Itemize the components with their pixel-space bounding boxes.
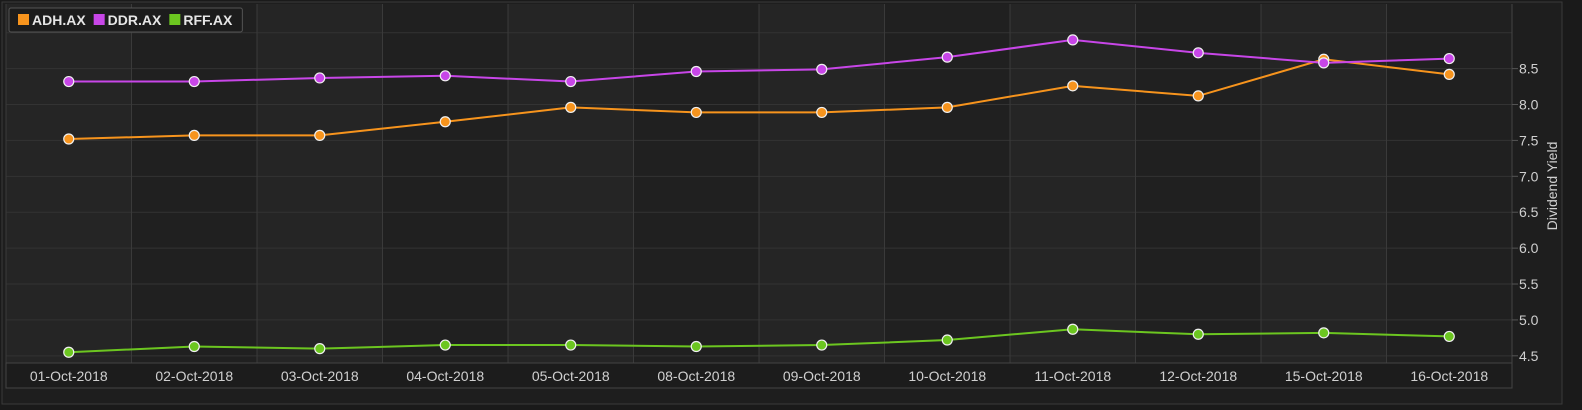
data-point[interactable] xyxy=(690,65,702,78)
data-point[interactable] xyxy=(565,101,577,113)
series-line xyxy=(68,58,1450,140)
x-tick-label: 11-Oct-2018 xyxy=(1034,368,1111,384)
data-point[interactable] xyxy=(314,343,326,355)
y-tick-label: 5.0 xyxy=(1519,312,1539,328)
data-point[interactable] xyxy=(690,340,702,353)
column-band xyxy=(508,4,634,363)
x-tick-label: 02-Oct-2018 xyxy=(155,368,233,384)
column-band xyxy=(884,4,1010,363)
data-point[interactable] xyxy=(63,133,75,145)
data-point[interactable] xyxy=(1067,323,1079,335)
y-tick-label: 5.5 xyxy=(1519,276,1539,292)
data-point[interactable] xyxy=(439,339,451,351)
data-point[interactable] xyxy=(690,106,702,119)
series-rff-ax xyxy=(63,323,1455,358)
column-band xyxy=(131,4,257,363)
x-tick-label: 05-Oct-2018 xyxy=(532,368,610,384)
column-band xyxy=(633,4,759,363)
data-point[interactable] xyxy=(1192,328,1204,340)
data-point[interactable] xyxy=(941,101,953,113)
data-point[interactable] xyxy=(941,51,953,63)
column-band xyxy=(1135,4,1261,363)
column-band xyxy=(6,4,132,363)
data-point[interactable] xyxy=(1067,34,1079,46)
x-tick-label: 10-Oct-2018 xyxy=(908,368,986,384)
column-band xyxy=(382,4,508,363)
x-tick-label: 04-Oct-2018 xyxy=(406,368,484,384)
legend-item[interactable]: RFF.AX xyxy=(169,12,233,28)
series-adh-ax xyxy=(63,53,1455,145)
data-point[interactable] xyxy=(565,339,577,351)
data-point[interactable] xyxy=(1443,52,1455,65)
legend-swatch xyxy=(18,14,29,25)
legend-label: DDR.AX xyxy=(108,12,162,28)
data-point[interactable] xyxy=(1443,330,1455,343)
legend-label: RFF.AX xyxy=(183,12,233,28)
grid-lines xyxy=(5,4,1513,388)
legend-swatch xyxy=(169,14,181,25)
data-point[interactable] xyxy=(816,106,828,119)
data-point[interactable] xyxy=(565,75,577,88)
y-tick-label: 6.0 xyxy=(1519,240,1539,256)
x-tick-label: 01-Oct-2018 xyxy=(30,368,108,384)
y-tick-label: 4.5 xyxy=(1519,348,1539,364)
data-point[interactable] xyxy=(188,75,200,88)
x-tick-label: 09-Oct-2018 xyxy=(783,368,861,384)
x-tick-label: 12-Oct-2018 xyxy=(1159,368,1237,384)
y-axis-title: Dividend Yield xyxy=(1544,142,1560,231)
x-tick-label: 15-Oct-2018 xyxy=(1285,368,1363,384)
data-point[interactable] xyxy=(1443,68,1455,80)
data-point[interactable] xyxy=(1192,47,1204,59)
data-point[interactable] xyxy=(314,72,326,84)
data-point[interactable] xyxy=(1192,90,1204,102)
y-tick-label: 7.5 xyxy=(1519,132,1539,148)
data-point[interactable] xyxy=(314,129,326,141)
legend-label: ADH.AX xyxy=(32,12,86,28)
data-point[interactable] xyxy=(1067,80,1079,92)
data-point[interactable] xyxy=(63,346,75,358)
data-point[interactable] xyxy=(188,129,200,141)
legend-swatch xyxy=(93,14,105,25)
legend[interactable]: ADH.AX DDR.AX RFF.AX xyxy=(8,7,243,33)
data-point[interactable] xyxy=(63,75,75,88)
series-ddr-ax xyxy=(63,34,1455,88)
x-tick-label: 16-Oct-2018 xyxy=(1410,368,1488,384)
y-tick-label: 7.0 xyxy=(1519,168,1539,184)
y-tick-label: 8.0 xyxy=(1519,97,1539,113)
data-point[interactable] xyxy=(1318,57,1330,69)
y-tick-label: 8.5 xyxy=(1519,61,1539,77)
x-tick-label: 03-Oct-2018 xyxy=(281,368,359,384)
data-point[interactable] xyxy=(188,340,200,353)
data-point[interactable] xyxy=(439,70,451,82)
data-point[interactable] xyxy=(1318,327,1330,339)
data-point[interactable] xyxy=(439,116,451,128)
legend-item[interactable]: DDR.AX xyxy=(93,12,162,28)
x-tick-label: 08-Oct-2018 xyxy=(657,368,735,384)
series-line xyxy=(68,38,1450,83)
column-band xyxy=(257,4,383,363)
x-axis-band xyxy=(5,362,1513,389)
y-axis: 4.5 5.0 5.5 6.0 6.5 7.0 7.5 8.0 8.5 xyxy=(1511,4,1539,388)
legend-box xyxy=(8,7,243,33)
column-band xyxy=(1010,4,1136,363)
series-line xyxy=(68,328,1450,354)
y-tick-label: 6.5 xyxy=(1519,204,1539,220)
column-band xyxy=(759,4,885,363)
series-group xyxy=(63,34,1455,358)
legend-item[interactable]: ADH.AX xyxy=(18,12,86,28)
x-axis: 01-Oct-2018 02-Oct-2018 03-Oct-2018 04-Oct-… xyxy=(5,362,1513,389)
data-point[interactable] xyxy=(816,63,828,75)
data-point[interactable] xyxy=(816,339,828,351)
data-point[interactable] xyxy=(941,334,953,346)
